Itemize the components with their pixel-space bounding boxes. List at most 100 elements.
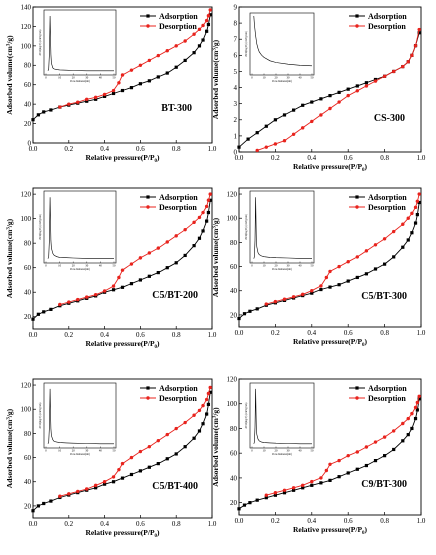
adsorption-point [355,275,359,280]
adsorption-point [346,471,350,475]
plot-frame [32,378,213,519]
inset-y-label: dV/d(log D) (cm3/g/nm) [245,214,248,240]
desorption-point [301,292,305,297]
inset-x-tick-label: 0 [251,449,253,453]
inset-pore-curve [47,388,114,445]
x-tick-label: 0.8 [172,145,181,153]
adsorption-point [94,486,98,490]
x-tick-label: 0.0 [29,145,38,153]
desorption-point [392,429,396,433]
adsorption-point [174,65,178,69]
x-tick-label: 0.4 [100,145,109,153]
adsorption-point [364,463,368,468]
desorption-point [337,458,341,463]
inset-x-tick-label: 10 [58,449,62,453]
series-line-desorption [266,193,420,305]
y-tick-label: 20 [24,502,32,510]
desorption-point [201,23,205,28]
desorption-point [382,237,387,241]
adsorption-point [337,283,341,287]
adsorption-point [165,71,169,75]
inset-x-label: Pore diameter(nm) [272,453,292,456]
inset-x-tick-label: 50 [113,449,117,453]
y-tick-label: 100 [227,215,238,223]
adsorption-point [237,507,241,511]
legend-marker [355,205,359,209]
y-tick-label: 20 [230,499,238,507]
inset-pore-curve [47,197,114,260]
inset-x-label: Pore diameter(nm) [272,268,292,271]
desorption-point [206,198,211,202]
desorption-point [156,246,160,250]
adsorption-point [346,279,350,283]
desorption-point [328,462,332,467]
desorption-point [255,148,259,153]
desorption-point [156,438,160,443]
desorption-point [93,483,98,488]
adsorption-point [197,429,202,433]
inset-frame [249,190,315,264]
desorption-point [117,467,121,472]
y-tick-label: 20 [24,313,32,321]
adsorption-point [49,108,53,112]
x-tick-label: 0.4 [100,331,109,339]
adsorption-point [355,467,359,471]
desorption-point [58,105,62,109]
sample-label: C5/BT-400 [152,481,198,492]
y-tick-label: 100 [21,42,32,50]
x-axis-label-sub: 0 [362,531,365,536]
adsorption-point [36,504,40,508]
y-tick-label: 3 [234,100,238,108]
isotherm-panel-4: 0.0 0.2 0.4 0.6 0.8 1.020406080100120Relative… [211,187,426,348]
y-tick-label: 80 [230,425,238,433]
desorption-point [310,289,314,293]
sample-label: C5/BT-200 [152,290,198,301]
legend-entry-desorption: Desorption [368,203,406,212]
desorption-point [328,106,332,111]
adsorption-point [42,110,46,114]
adsorption-point [205,219,209,223]
x-tick-label: 0.0 [235,517,244,525]
desorption-point [111,284,116,288]
y-tick-label: 60 [24,264,32,272]
desorption-point [373,440,378,444]
adsorption-point [165,457,169,461]
desorption-point [273,142,278,146]
desorption-point [67,102,71,106]
x-tick-label: 0.8 [172,520,181,528]
desorption-point [183,420,187,425]
y-tick-label: 80 [24,62,32,70]
adsorption-point [410,426,414,431]
adsorption-point [197,236,202,240]
x-axis-label-tail: ) [157,153,160,162]
adsorption-point [120,285,125,289]
desorption-point [382,74,387,78]
y-axis-label-tail: /g) [5,218,14,228]
x-tick-label: 1.0 [417,329,426,337]
y-tick-label: 80 [24,430,32,438]
adsorption-point [103,94,107,98]
desorption-point [392,229,396,234]
desorption-point [291,295,296,299]
y-tick-label: 20 [24,120,32,128]
inset-x-tick-label: 20 [275,76,279,80]
desorption-point [373,79,378,83]
inset-x-tick-label: 40 [299,449,303,453]
x-tick-label: 1.0 [417,517,426,525]
adsorption-point [282,113,287,117]
desorption-point [85,295,89,299]
adsorption-point [292,488,296,492]
y-tick-label: 60 [230,263,238,271]
desorption-point [328,269,332,274]
y-tick-label: 120 [227,190,238,198]
adsorption-point [248,501,252,505]
desorption-point [417,394,421,399]
adsorption-point [301,486,305,490]
y-axis-label-main: Adsorbed volume(cm [5,419,14,488]
x-tick-label: 1.0 [417,154,426,162]
x-axis-label-tail: ) [157,528,160,537]
adsorption-point [364,81,368,85]
desorption-point [156,53,160,58]
adsorption-point [237,316,241,321]
